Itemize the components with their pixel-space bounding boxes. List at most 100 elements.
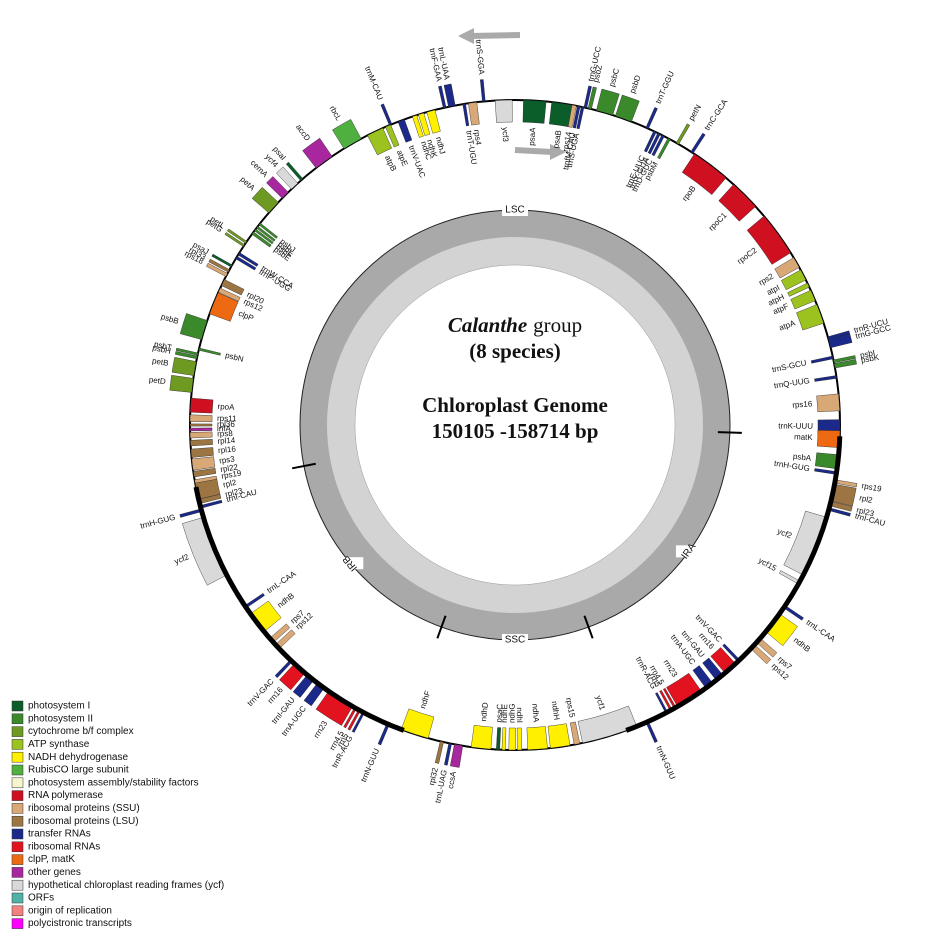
region-label-bg (675, 545, 702, 558)
center-species: Calanthe group (448, 313, 582, 337)
gene-label: psaB (552, 130, 564, 149)
gene-block (651, 134, 665, 157)
gene-label: psbD (628, 74, 643, 95)
gene-label: rps3 (219, 454, 236, 465)
gene-block (833, 359, 857, 369)
gene-label: trnK-UUU (778, 421, 813, 430)
legend-label: photosystem I (28, 701, 90, 712)
gene-block (681, 153, 727, 195)
gene-block (450, 744, 463, 768)
gene-block (567, 104, 577, 128)
legend-swatch (11, 700, 24, 712)
gene-block (647, 132, 661, 155)
gene-block (645, 721, 658, 743)
gene-block (643, 130, 657, 153)
gene-label: psaA (527, 127, 537, 146)
region-label-bg (502, 634, 528, 646)
gene-label: trnS-GGA (474, 39, 486, 75)
gene-block (332, 119, 362, 149)
legend-label: polycistronic transcripts (28, 918, 132, 929)
gene-label: trnM-CAU (363, 65, 385, 101)
gene-label: rps15 (564, 697, 577, 719)
gene-label: rpoA (217, 402, 235, 412)
gene-block (657, 137, 671, 160)
center-title: Chloroplast Genome (422, 393, 608, 417)
gene-block (462, 103, 470, 127)
gene-label: psbZ (591, 64, 604, 83)
gene-block (254, 228, 274, 245)
gene-block (276, 166, 299, 190)
legend-swatch (11, 777, 24, 789)
region-boundary (291, 462, 316, 470)
gene-label: accD (294, 123, 312, 143)
gene-block (208, 258, 230, 273)
gene-block (494, 99, 513, 123)
gene-label: psbT (153, 340, 172, 353)
gene-label: petD (148, 375, 166, 386)
gene-block (179, 313, 208, 340)
ir-outline (193, 486, 405, 733)
ir-outline (625, 436, 843, 733)
region-label-bg (337, 557, 364, 570)
gene-block (190, 397, 214, 414)
gene-label: psaC (495, 703, 505, 722)
gene-label: ndhB (792, 635, 812, 654)
gene-label: ndhG (508, 703, 517, 723)
gene-block (302, 137, 333, 169)
gene-label: ndhA (530, 703, 540, 723)
gene-label: rps16 (792, 399, 813, 409)
gene-block (569, 721, 581, 745)
strand-arrow (514, 147, 553, 155)
gene-block (572, 105, 581, 129)
region-label: LSC (505, 205, 524, 216)
gene-label: ycf2 (173, 552, 190, 566)
gene-label: rpoC1 (707, 210, 729, 232)
strand-arrow-head (550, 144, 566, 160)
gene-label: infA (217, 424, 232, 433)
legend-label: RubisCO large subunit (28, 765, 129, 776)
gene-label: rpl32 (427, 766, 440, 786)
gene-label: atpA (778, 318, 797, 332)
gene-block (547, 723, 571, 749)
gene-label: trnS-GCU (771, 358, 807, 374)
gene-label: clpP (237, 309, 255, 323)
gene-block (645, 107, 658, 129)
legend-label: clpP, matK (28, 854, 75, 865)
center-disc (354, 264, 676, 586)
gene-block (266, 176, 289, 199)
gene-label: ndhD (479, 702, 490, 722)
gene-block (251, 186, 279, 214)
gene-label: ycf3 (500, 127, 510, 143)
gene-label: ndhE (500, 704, 510, 723)
gene-block (583, 85, 592, 109)
gene-label: rps8 (217, 429, 233, 439)
legend-swatch (11, 828, 24, 840)
gene-block (235, 256, 257, 271)
gene-label: trnL-CAA (265, 569, 298, 595)
gene-label: rpoB (680, 184, 697, 203)
gene-block (746, 215, 791, 265)
gene-block (796, 304, 824, 331)
gene-label: rps4 (472, 129, 483, 146)
gene-label: ndhJ (434, 136, 447, 155)
gene-block (675, 123, 691, 145)
region-label: SSC (505, 635, 526, 646)
gene-label: trnL-CAA (805, 618, 838, 644)
gene-block (615, 94, 640, 122)
legend-swatch (11, 726, 24, 737)
gene-block (224, 232, 245, 247)
gene-label: rps19 (221, 468, 243, 480)
gene-block (400, 708, 435, 739)
gene-label: ndhH (550, 700, 562, 720)
legend-swatch (11, 854, 24, 865)
gene-label: trnT-GGU (654, 70, 676, 106)
legend-label: photosystem assembly/stability factors (28, 777, 199, 788)
legend-label: cytochrome b/f complex (28, 726, 134, 737)
gene-block (418, 112, 431, 136)
gene-block (189, 427, 213, 432)
gene-block (227, 228, 248, 244)
gene-label: rpl23 (224, 486, 244, 499)
